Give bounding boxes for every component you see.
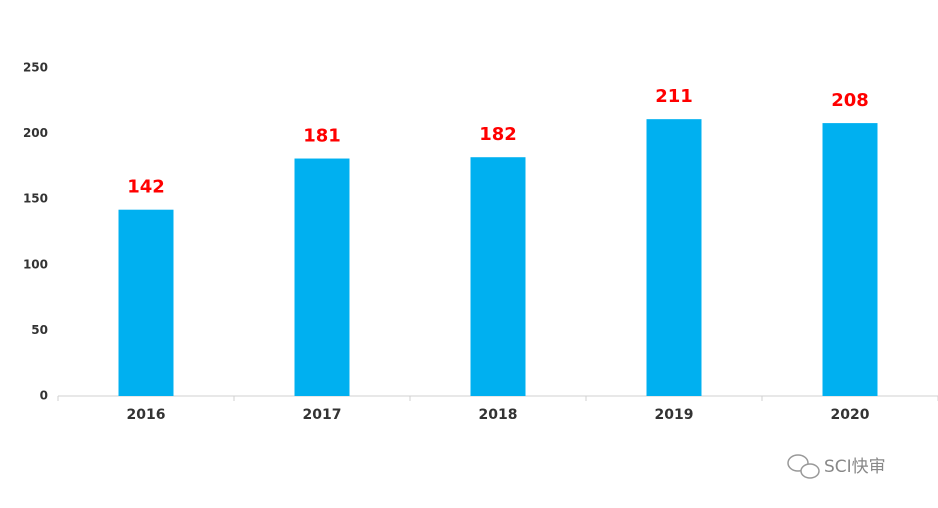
y-tick-label: 250 bbox=[23, 61, 48, 75]
value-label: 142 bbox=[127, 177, 165, 198]
watermark-icon bbox=[787, 454, 820, 479]
x-tick-label: 2019 bbox=[655, 407, 694, 423]
bar bbox=[646, 119, 702, 396]
y-tick-label: 50 bbox=[31, 323, 48, 337]
x-tick-label: 2016 bbox=[127, 407, 166, 423]
bar bbox=[470, 157, 526, 396]
x-tick-label: 2017 bbox=[303, 407, 342, 423]
y-tick-label: 0 bbox=[40, 389, 48, 403]
y-tick-label: 150 bbox=[23, 192, 48, 206]
bar bbox=[294, 158, 350, 396]
value-label: 181 bbox=[303, 126, 341, 147]
bar bbox=[822, 123, 878, 396]
value-label: 208 bbox=[831, 90, 869, 111]
watermark: SCI快审 bbox=[824, 457, 886, 477]
value-label: 182 bbox=[479, 124, 517, 145]
x-tick-label: 2020 bbox=[831, 407, 870, 423]
x-tick-label: 2018 bbox=[479, 407, 518, 423]
value-label: 211 bbox=[655, 86, 693, 107]
y-tick-label: 200 bbox=[23, 126, 48, 140]
y-tick-label: 100 bbox=[23, 257, 48, 271]
bar bbox=[118, 209, 174, 396]
